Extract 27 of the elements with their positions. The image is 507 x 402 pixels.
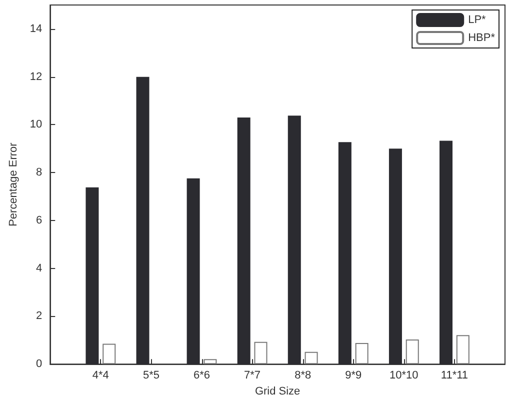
- x-tick-label: 8*8: [294, 370, 312, 382]
- y-tick-label: 14: [30, 22, 42, 35]
- x-tick-label: 6*6: [193, 370, 210, 382]
- legend-label: LP*: [468, 14, 487, 26]
- x-tick-label: 11*11: [440, 370, 468, 382]
- y-tick-label: 12: [30, 70, 42, 83]
- x-tick-label: 7*7: [244, 370, 261, 382]
- x-tick-label: 5*5: [142, 370, 160, 382]
- y-tick-label: 6: [36, 214, 42, 226]
- x-axis-title: Grid Size: [254, 386, 300, 398]
- bar: [406, 339, 419, 364]
- bar: [456, 335, 470, 364]
- y-tick-label: 10: [30, 118, 42, 131]
- bar: [254, 342, 268, 364]
- legend-label: HBP*: [468, 32, 496, 44]
- x-tick-label: 9*9: [345, 370, 362, 382]
- y-tick-label: 0: [36, 358, 42, 370]
- bar: [204, 359, 217, 364]
- y-axis-title: Percentage Error: [8, 142, 20, 226]
- y-tick-label: 8: [36, 166, 42, 179]
- bar: [355, 343, 368, 364]
- bar: [102, 344, 116, 364]
- y-tick-label: 2: [36, 310, 42, 322]
- x-tick-label: 4*4: [92, 370, 109, 382]
- x-tick-label: 10*10: [390, 370, 418, 382]
- bar: [304, 352, 318, 364]
- y-tick-label: 4: [36, 262, 42, 274]
